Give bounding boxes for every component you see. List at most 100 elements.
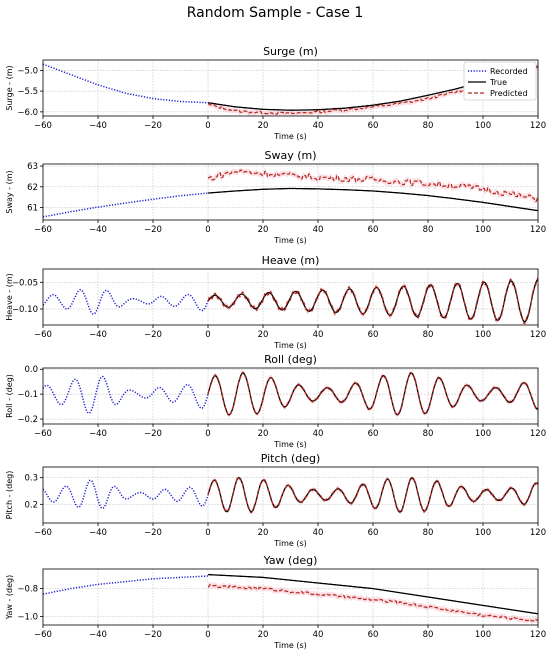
y-tick-label: 0.2: [24, 500, 38, 510]
x-tick-label: 20: [258, 225, 269, 235]
panel-title-sway: Sway (m): [264, 149, 316, 162]
y-tick-label: −0.8: [17, 585, 38, 595]
x-tick-label: 60: [368, 330, 379, 340]
x-tick-label: 60: [368, 225, 379, 235]
y-tick-label: −0.05: [12, 278, 38, 288]
panel-title-surge: Surge (m): [263, 45, 318, 58]
x-tick-label: −20: [144, 225, 162, 235]
panel-sway: Sway (m) −60 −40 −20 0 20 40 60 80 100 120 61 62 63 Ti…: [5, 149, 546, 245]
x-tick-label: 80: [423, 630, 434, 640]
panel-heave: Heave (m) −60 −40 −20 0 20 40 60 80 100 120 −0.05 −0…: [5, 254, 546, 350]
x-tick-label: −60: [34, 225, 52, 235]
x-tick-label: 20: [258, 330, 269, 340]
x-tick-label: 0: [205, 225, 210, 235]
x-tick-label: 20: [258, 528, 269, 538]
x-tick-label: 120: [530, 630, 546, 640]
panels: Surge (m) −60 −40 −20 0 20 40 60 80 100 120 −5.0 −5.…: [5, 45, 546, 650]
x-tick-label: 100: [475, 630, 491, 640]
x-tick-label: 100: [475, 225, 491, 235]
x-tick-label: −60: [34, 429, 52, 439]
x-tick-label: 40: [313, 429, 324, 439]
x-axis-label: Time (s): [273, 440, 307, 449]
y-axis-label: Pitch - (deg): [5, 471, 14, 520]
figure-title: Random Sample - Case 1: [187, 5, 363, 21]
x-axis-label: Time (s): [273, 132, 307, 141]
x-tick-label: −40: [89, 429, 107, 439]
y-tick-label: 63: [27, 162, 38, 172]
x-tick-label: −20: [144, 330, 162, 340]
series-predicted: [207, 169, 538, 203]
y-axis-label: Roll - (deg): [5, 374, 14, 418]
axes-frame: [42, 268, 539, 326]
plot-area-sway: [43, 167, 538, 218]
y-tick-label: −0.10: [12, 305, 38, 315]
x-tick-label: 80: [423, 429, 434, 439]
x-tick-label: 20: [258, 121, 269, 131]
axes-frame: [42, 59, 539, 117]
x-axis-label: Time (s): [273, 236, 307, 245]
series-predicted: [207, 477, 538, 514]
plot-area-yaw: [43, 573, 538, 624]
x-tick-label: 80: [423, 528, 434, 538]
x-tick-label: 0: [205, 429, 210, 439]
x-tick-label: 120: [530, 225, 546, 235]
legend-label-recorded: Recorded: [490, 67, 528, 76]
x-tick-label: 40: [313, 330, 324, 340]
y-tick-label: −6.0: [17, 108, 38, 118]
panel-title-roll: Roll (deg): [264, 353, 317, 366]
plot-area-roll: [43, 370, 538, 418]
y-tick-label: 62: [27, 183, 38, 193]
x-axis-label: Time (s): [273, 539, 307, 548]
x-tick-label: 80: [423, 225, 434, 235]
x-tick-label: 0: [205, 630, 210, 640]
x-axis-label: Time (s): [273, 341, 307, 350]
x-tick-label: −20: [144, 429, 162, 439]
y-tick-label: −1.0: [17, 613, 38, 623]
prediction-band: [208, 370, 538, 418]
y-tick-label: 61: [27, 204, 38, 214]
x-tick-label: −20: [144, 121, 162, 131]
x-tick-label: 60: [368, 429, 379, 439]
axes-frame: [42, 568, 539, 626]
x-tick-label: 20: [258, 630, 269, 640]
plot-area-heave: [43, 275, 538, 325]
x-tick-label: −60: [34, 330, 52, 340]
x-tick-label: 60: [368, 630, 379, 640]
x-tick-label: −40: [89, 528, 107, 538]
series-predicted: [207, 65, 538, 115]
x-tick-label: −60: [34, 528, 52, 538]
y-tick-label: −5.5: [17, 87, 38, 97]
series-predicted: [208, 584, 538, 622]
y-axis-label: Surge - (m): [5, 65, 14, 110]
series-recorded: [43, 375, 209, 414]
legend-label-true: True: [489, 78, 507, 87]
series-recorded: [43, 63, 208, 104]
x-tick-label: −40: [89, 225, 107, 235]
legend-label-predicted: Predicted: [490, 89, 528, 98]
series-predicted: [207, 277, 538, 325]
series-recorded: [43, 479, 209, 510]
x-tick-label: 120: [530, 330, 546, 340]
x-tick-label: 0: [205, 528, 210, 538]
y-tick-label: −0.1: [17, 390, 38, 400]
y-tick-label: 0.0: [24, 365, 38, 375]
x-tick-label: −60: [34, 121, 52, 131]
x-tick-label: 100: [475, 330, 491, 340]
panel-surge: Surge (m) −60 −40 −20 0 20 40 60 80 100 120 −5.0 −5.…: [5, 45, 546, 141]
series-recorded: [43, 192, 209, 218]
legend: Recorded True Predicted: [463, 61, 537, 101]
prediction-band: [208, 167, 538, 205]
y-tick-label: −0.2: [17, 415, 38, 425]
x-tick-label: 60: [368, 528, 379, 538]
x-tick-label: 120: [530, 528, 546, 538]
series-predicted: [207, 371, 538, 417]
x-tick-label: 80: [423, 330, 434, 340]
series-true: [208, 573, 538, 615]
x-tick-label: 0: [205, 121, 210, 131]
x-tick-label: 0: [205, 330, 210, 340]
x-tick-label: 120: [530, 429, 546, 439]
x-tick-label: −40: [89, 121, 107, 131]
y-axis-label: Heave - (m): [5, 273, 14, 321]
x-tick-label: −40: [89, 630, 107, 640]
